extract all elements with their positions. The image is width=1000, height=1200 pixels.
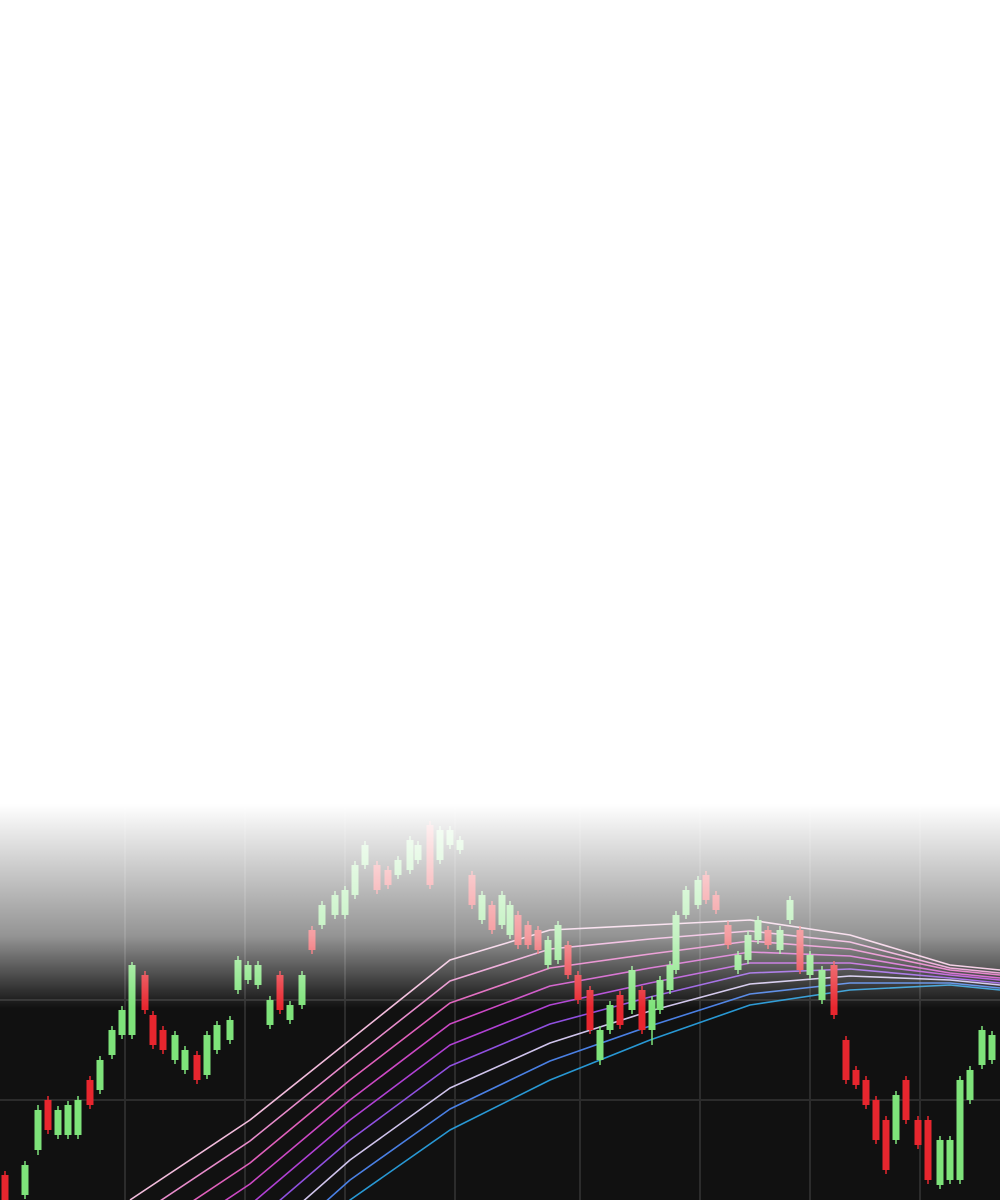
chart	[0, 0, 1000, 1200]
fade-overlay	[0, 0, 1000, 1200]
page: {"chart_data":[ {"type":"candlestick","x…	[0, 0, 1000, 1200]
